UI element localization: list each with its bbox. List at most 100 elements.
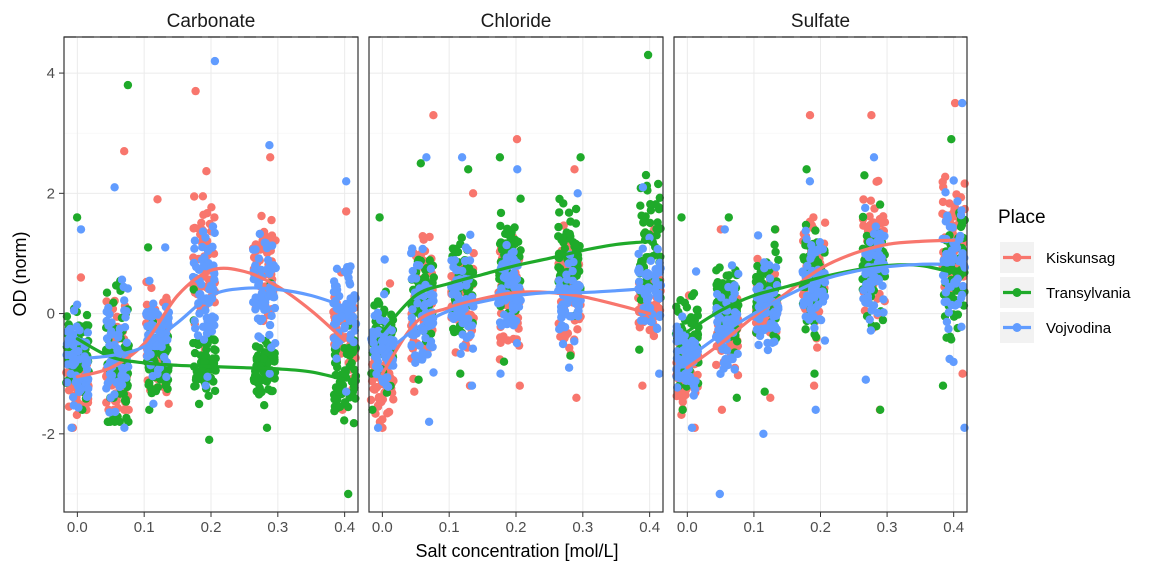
data-point-vojvodina bbox=[102, 307, 111, 316]
data-point-vojvodina bbox=[332, 264, 342, 273]
data-point-vojvodina bbox=[940, 297, 949, 307]
data-point-vojvodina bbox=[425, 298, 434, 307]
data-point-vojvodina bbox=[942, 317, 952, 327]
data-point-vojvodina bbox=[810, 323, 819, 333]
trend-line-kiskunsag bbox=[380, 290, 652, 376]
data-point-vojvodina bbox=[673, 383, 682, 392]
data-point-vojvodina bbox=[348, 312, 357, 322]
data-point-transylvania bbox=[344, 489, 353, 499]
data-point-kiskunsag bbox=[712, 360, 721, 370]
data-point-vojvodina bbox=[494, 299, 503, 308]
data-point-transylvania bbox=[510, 223, 519, 232]
data-point-vojvodina bbox=[865, 315, 874, 324]
data-point-transylvania bbox=[770, 240, 779, 249]
data-point-vojvodina bbox=[768, 338, 777, 347]
data-point-vojvodina bbox=[672, 354, 682, 363]
data-point-vojvodina bbox=[655, 312, 664, 322]
data-point-vojvodina bbox=[653, 292, 662, 302]
data-point-transylvania bbox=[571, 239, 581, 249]
data-point-transylvania bbox=[330, 406, 339, 416]
data-point-vojvodina bbox=[818, 245, 828, 254]
data-point-vojvodina bbox=[199, 262, 208, 271]
x-tick-label: 0.1 bbox=[439, 519, 460, 536]
data-point-vojvodina bbox=[861, 375, 870, 384]
data-point-vojvodina bbox=[569, 257, 578, 267]
data-point-vojvodina bbox=[265, 262, 274, 271]
data-point-kiskunsag bbox=[572, 393, 581, 402]
y-tick-label: -2 bbox=[42, 426, 55, 443]
data-point-vojvodina bbox=[161, 243, 170, 252]
data-point-vojvodina bbox=[944, 324, 953, 334]
data-point-vojvodina bbox=[204, 322, 214, 331]
data-point-transylvania bbox=[251, 342, 261, 351]
data-point-vojvodina bbox=[733, 349, 742, 359]
data-point-transylvania bbox=[810, 369, 819, 378]
data-point-vojvodina bbox=[379, 336, 389, 345]
data-point-kiskunsag bbox=[813, 343, 822, 352]
data-point-vojvodina bbox=[573, 189, 582, 198]
data-point-transylvania bbox=[556, 264, 565, 273]
data-point-kiskunsag bbox=[383, 409, 392, 418]
data-point-transylvania bbox=[677, 213, 686, 222]
data-point-vojvodina bbox=[418, 352, 427, 361]
data-point-transylvania bbox=[414, 375, 423, 384]
data-point-transylvania bbox=[249, 374, 259, 384]
data-point-vojvodina bbox=[210, 275, 219, 284]
data-point-transylvania bbox=[200, 357, 209, 367]
data-point-kiskunsag bbox=[570, 165, 579, 174]
y-tick-label: 0 bbox=[47, 306, 55, 323]
data-point-vojvodina bbox=[261, 298, 270, 307]
data-point-vojvodina bbox=[191, 324, 200, 333]
data-point-transylvania bbox=[122, 413, 131, 423]
data-point-kiskunsag bbox=[717, 405, 727, 414]
data-point-vojvodina bbox=[765, 261, 774, 270]
data-point-transylvania bbox=[351, 376, 360, 385]
data-point-kiskunsag bbox=[257, 211, 266, 221]
data-point-vojvodina bbox=[267, 311, 276, 321]
data-point-transylvania bbox=[712, 266, 721, 275]
data-point-transylvania bbox=[195, 372, 204, 381]
data-point-transylvania bbox=[565, 229, 574, 239]
data-point-transylvania bbox=[639, 218, 648, 227]
data-point-vojvodina bbox=[958, 281, 968, 291]
data-point-vojvodina bbox=[114, 330, 123, 339]
data-point-vojvodina bbox=[680, 331, 689, 340]
data-point-vojvodina bbox=[807, 284, 817, 294]
y-axis-title: OD (norm) bbox=[10, 232, 30, 317]
data-point-transylvania bbox=[646, 200, 655, 209]
legend-item-kiskunsag: Kiskunsag bbox=[1000, 242, 1115, 273]
data-point-vojvodina bbox=[407, 341, 416, 351]
data-point-vojvodina bbox=[678, 312, 687, 321]
x-axis-ticks: 0.0 0.1 0.2 0.3 0.4 bbox=[372, 512, 660, 536]
legend-title: Place bbox=[998, 207, 1046, 228]
data-point-transylvania bbox=[416, 159, 425, 168]
data-point-vojvodina bbox=[513, 165, 522, 174]
data-point-vojvodina bbox=[758, 294, 768, 303]
y-tick-label: 2 bbox=[47, 185, 55, 202]
data-point-vojvodina bbox=[802, 234, 811, 244]
data-point-transylvania bbox=[566, 351, 575, 360]
data-point-transylvania bbox=[654, 179, 663, 189]
data-point-vojvodina bbox=[875, 229, 885, 238]
data-point-vojvodina bbox=[724, 282, 733, 292]
data-point-transylvania bbox=[210, 386, 220, 396]
facet-title: Chloride bbox=[481, 11, 552, 32]
data-point-vojvodina bbox=[460, 256, 470, 266]
data-point-vojvodina bbox=[122, 338, 132, 347]
data-point-transylvania bbox=[347, 358, 356, 368]
data-point-transylvania bbox=[143, 243, 153, 252]
data-point-vojvodina bbox=[672, 322, 681, 331]
data-point-vojvodina bbox=[467, 381, 477, 390]
data-point-transylvania bbox=[554, 222, 563, 232]
data-point-vojvodina bbox=[75, 326, 84, 335]
data-point-vojvodina bbox=[256, 334, 265, 343]
data-point-vojvodina bbox=[202, 329, 212, 338]
data-point-transylvania bbox=[194, 399, 204, 409]
data-point-vojvodina bbox=[162, 372, 171, 382]
data-point-vojvodina bbox=[120, 423, 129, 432]
data-point-vojvodina bbox=[123, 284, 132, 293]
data-point-transylvania bbox=[72, 213, 82, 222]
data-point-vojvodina bbox=[145, 276, 154, 285]
data-point-vojvodina bbox=[426, 337, 436, 346]
data-point-vojvodina bbox=[679, 356, 688, 365]
